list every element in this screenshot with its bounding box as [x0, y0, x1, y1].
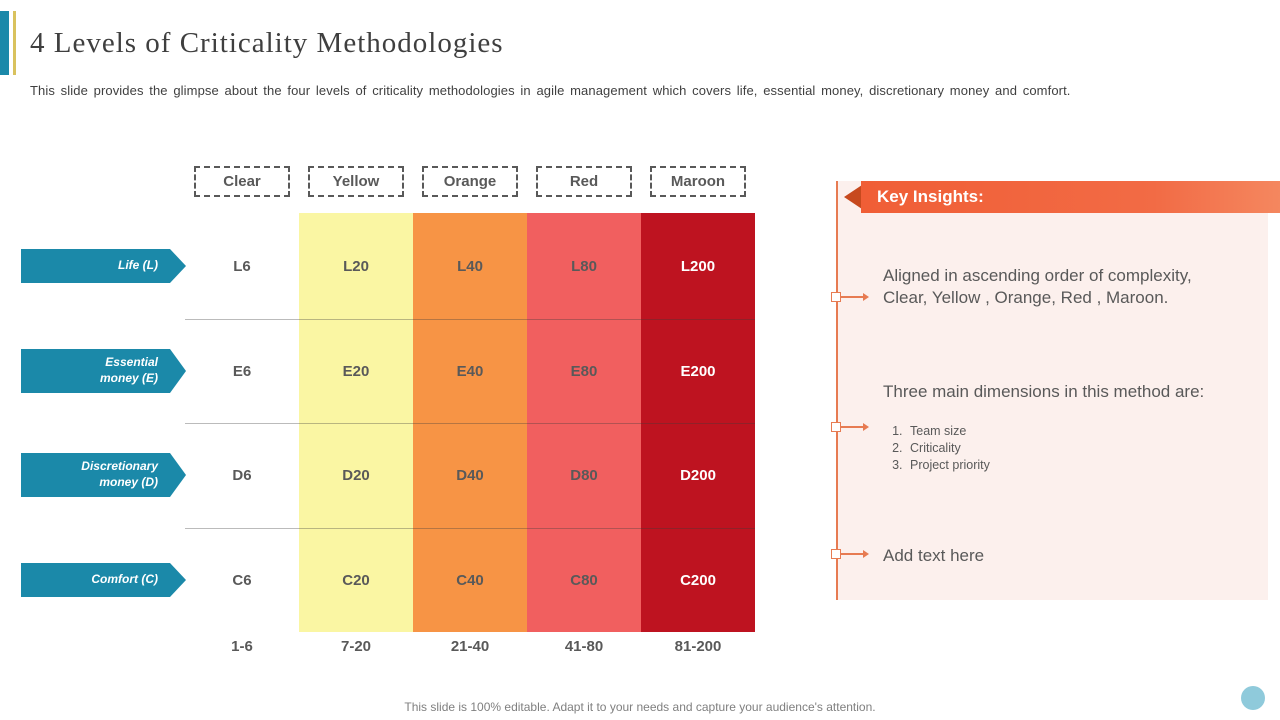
dimension-item: Team size: [906, 423, 990, 440]
insights-vertical-line: [836, 181, 838, 600]
matrix-cell: L20: [343, 257, 369, 275]
matrix-cell: D20: [342, 467, 370, 484]
column-strip-red: [527, 213, 641, 632]
matrix-cell: L200: [680, 257, 716, 275]
dimension-item: Criticality: [906, 440, 990, 457]
matrix-cell: C6: [232, 571, 252, 589]
slide-footer-note: This slide is 100% editable. Adapt it to…: [404, 700, 876, 714]
square-marker-icon: [831, 292, 841, 302]
row-label-discretionary-money: Discretionary money (D): [21, 453, 186, 497]
key-insights-panel: [837, 181, 1268, 600]
matrix-cell: L6: [233, 257, 251, 275]
column-header-maroon: Maroon: [650, 166, 746, 197]
insight-connector: [831, 422, 869, 432]
connector-line: [841, 426, 863, 428]
matrix-cell: D6: [232, 467, 252, 484]
row-divider-line: [185, 423, 755, 424]
row-label-text: Discretionary money (D): [81, 459, 158, 489]
connector-line: [841, 296, 863, 298]
arrow-right-icon: [863, 423, 869, 431]
insight-connector: [831, 292, 869, 302]
arrow-right-icon: [863, 550, 869, 558]
row-label-text: Comfort (C): [91, 572, 158, 587]
matrix-cell: C80: [570, 571, 598, 589]
matrix-cell: D40: [456, 467, 484, 484]
page-title: 4 Levels of Criticality Methodologies: [30, 27, 504, 59]
matrix-cell: C200: [680, 571, 716, 589]
matrix-cell: C40: [456, 571, 484, 589]
arrow-right-icon: [863, 293, 869, 301]
insight-dimension-list: Team size Criticality Project priority: [890, 423, 990, 474]
row-label-essential-money: Essential money (E): [21, 349, 186, 393]
dimension-item: Project priority: [906, 457, 990, 474]
column-header-orange: Orange: [422, 166, 518, 197]
key-insights-ribbon: Key Insights:: [861, 181, 1280, 213]
corner-circle-decoration: [1241, 686, 1265, 710]
column-strip-yellow: [299, 213, 413, 632]
column-range: 81-200: [674, 638, 722, 655]
criticality-matrix: L6 L20 L40 L80 L200 E6 E20 E40 E80 E200 …: [185, 213, 755, 632]
row-label-text: Life (L): [118, 258, 158, 273]
column-strip-orange: [413, 213, 527, 632]
title-accent-line: [13, 11, 16, 75]
row-divider-line: [185, 528, 755, 529]
column-range: 7-20: [340, 638, 372, 655]
matrix-cell: L40: [457, 257, 483, 275]
slide-subtitle: This slide provides the glimpse about th…: [30, 83, 1071, 98]
column-header-clear: Clear: [194, 166, 290, 197]
connector-line: [841, 553, 863, 555]
insight-item-1: Aligned in ascending order of complexity…: [883, 266, 1192, 308]
matrix-cell: L80: [571, 257, 597, 275]
row-divider-line: [185, 319, 755, 320]
square-marker-icon: [831, 549, 841, 559]
column-range: 41-80: [564, 638, 604, 655]
insight-item-2: Three main dimensions in this method are…: [883, 382, 1205, 401]
matrix-cell: E6: [232, 362, 252, 380]
matrix-cell: E40: [456, 362, 484, 380]
column-range: 1-6: [231, 638, 253, 655]
column-strip-maroon: [641, 213, 755, 632]
key-insights-title: Key Insights:: [877, 187, 984, 206]
matrix-cell: E80: [570, 362, 598, 380]
row-label-comfort: Comfort (C): [21, 563, 186, 597]
insight-connector: [831, 549, 869, 559]
title-accent-bar: [0, 11, 9, 75]
matrix-cell: C20: [342, 571, 370, 589]
matrix-cell: D200: [680, 467, 716, 484]
square-marker-icon: [831, 422, 841, 432]
matrix-cell: E20: [342, 362, 370, 380]
insight-item-3-placeholder[interactable]: Add text here: [883, 546, 985, 565]
column-range: 21-40: [450, 638, 490, 655]
row-label-text: Essential money (E): [99, 355, 158, 385]
matrix-cell: E200: [680, 362, 716, 380]
column-header-red: Red: [536, 166, 632, 197]
matrix-cell: D80: [570, 467, 598, 484]
row-label-life: Life (L): [21, 249, 186, 283]
column-header-yellow: Yellow: [308, 166, 404, 197]
